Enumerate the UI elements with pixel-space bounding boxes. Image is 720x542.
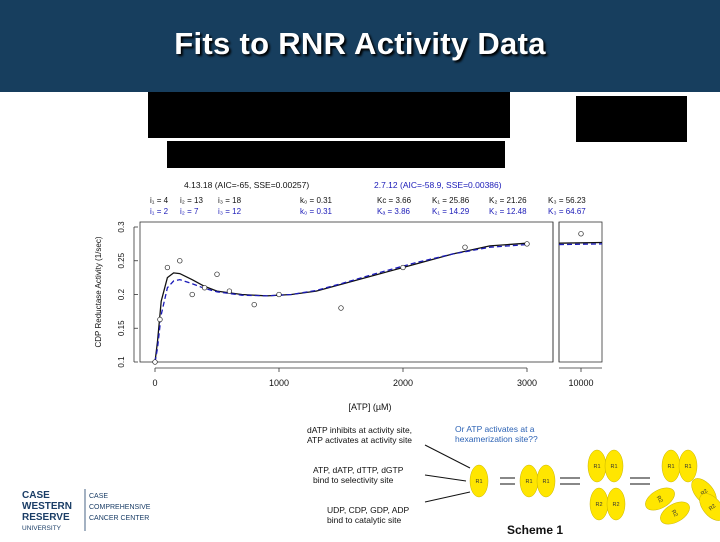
cwru-cancer-center-logo: CASE WESTERN RESERVE UNIVERSITY CASE COM… (22, 487, 182, 537)
subunit-label: R2 (708, 503, 717, 512)
subunit-label: R1 (684, 464, 691, 470)
logo-right-comprehensive: COMPREHENSIVE (89, 504, 151, 511)
data-point (189, 291, 195, 298)
subunit-ellipse (699, 493, 720, 521)
logo-western: WESTERN (22, 501, 72, 512)
scheme-caption: Scheme 1 (507, 523, 563, 537)
model-a-i2-row1: i₂ = 13 (180, 196, 203, 205)
scheme-subunits: R1 R1 R1 R1 R1 R2 R2 R1 R1 R2 R2 R2 R2 (469, 449, 720, 525)
subunit-ellipse (606, 487, 626, 521)
subunit-ellipse (645, 487, 675, 511)
data-points (152, 231, 584, 365)
subunit-ellipse (469, 464, 489, 498)
subunit-ellipse (604, 449, 624, 483)
slide-title: Fits to RNR Activity Data (174, 26, 546, 61)
redaction-box-2 (576, 96, 687, 142)
logo-case: CASE (22, 490, 50, 501)
subunit-ellipse (678, 449, 698, 483)
model-b-k2-row2: K₂ = 12.48 (489, 207, 527, 216)
subunit-label: R2 (670, 509, 679, 518)
data-point (276, 291, 282, 298)
y-axis-label: CDP Reductase Activity (1/sec) (94, 236, 103, 347)
fit-line (154, 243, 528, 363)
x-tick-label: 3000 (517, 378, 537, 388)
subunit-label: R1 (593, 464, 600, 470)
y-tick-label: 0.25 (117, 252, 126, 268)
y-tick-label: 0.2 (117, 288, 126, 300)
data-point (201, 285, 208, 291)
redaction-box-3 (167, 141, 505, 168)
model-b-header: 2.7.12 (AIC=-58.9, SSE=0.00386) (374, 180, 502, 190)
model-b-k1-row2: K₁ = 14.29 (432, 207, 470, 216)
data-point (338, 305, 344, 311)
y-tick-label: 0.15 (117, 320, 126, 336)
data-point (578, 231, 584, 237)
x-tick-label: 0 (152, 378, 157, 388)
subunit-label: R2 (655, 495, 664, 504)
plot-frame-main (139, 221, 554, 363)
logo-university: UNIVERSITY (22, 525, 62, 532)
y-axis: 0.1 0.15 0.2 0.25 0.3 (117, 221, 138, 368)
data-point (214, 271, 220, 277)
model-a-header: 4.13.18 (AIC=-65, SSE=0.00257) (184, 180, 309, 190)
model-b-kc-row1: Kᴄ = 3.66 (377, 196, 412, 205)
y-tick-label: 0.1 (117, 356, 126, 368)
subunit-label: R2 (612, 502, 619, 508)
model-a-i3-row1: i₃ = 18 (218, 196, 242, 205)
model-b-k2-row1: K₂ = 21.26 (489, 196, 527, 205)
data-point (157, 316, 163, 323)
x-tick-label: 10000 (568, 378, 593, 388)
model-b-k3-row1: K₃ = 56.23 (548, 196, 586, 205)
model-a-i2-row2: i₂ = 7 (180, 207, 199, 216)
subunit-label: R1 (475, 479, 482, 485)
subunit-label: R1 (542, 479, 549, 485)
model-b-k3-row2: K₃ = 64.67 (548, 207, 586, 216)
subunit-label: R1 (525, 479, 532, 485)
data-point (177, 258, 183, 264)
fit-line-break (558, 241, 603, 244)
x-tick-label: 1000 (269, 378, 289, 388)
fit-lines (154, 241, 603, 363)
scheme-note-3: UDP, CDP, GDP, ADP bind to catalytic site (327, 505, 410, 525)
model-b-ka-row2: Kₐ = 3.86 (377, 207, 411, 216)
model-b-k1-row1: K₁ = 25.86 (432, 196, 470, 205)
logo-reserve: RESERVE (22, 512, 70, 523)
data-point (251, 301, 257, 308)
x-axis: 0 1000 2000 3000 10000 (152, 222, 602, 388)
data-point (400, 264, 406, 271)
model-a-i1-row1: i₁ = 4 (150, 196, 169, 205)
scheme-note-1: dATP inhibits at activity site, ATP activ… (307, 425, 412, 445)
subunit-label: R1 (610, 464, 617, 470)
logo-right-cancer: CANCER CENTER (89, 515, 149, 522)
model-a-k-row1: k₀ = 0.31 (300, 196, 333, 205)
subunit-ellipse (660, 501, 690, 525)
y-tick-label: 0.3 (117, 221, 126, 233)
data-point (152, 359, 158, 365)
logo-right-case: CASE (89, 493, 108, 500)
fit-line (154, 242, 528, 363)
scheme-note-2: ATP, dATP, dTTP, dGTP bind to selectivity… (313, 465, 404, 485)
model-a-i1-row2: i₁ = 2 (150, 207, 169, 216)
subunit-label: R2 (700, 488, 709, 497)
model-a-i3-row2: i₃ = 12 (218, 207, 242, 216)
scheme-note-blue: Or ATP activates at a hexamerization site… (455, 424, 538, 444)
x-axis-label: [ATP] (µM) (348, 402, 391, 412)
model-a-k-row2: k₀ = 0.31 (300, 207, 333, 216)
fit-line-break (558, 243, 603, 246)
title-bar (0, 0, 720, 92)
data-point (462, 244, 468, 250)
subunit-label: R1 (667, 464, 674, 470)
scheme-arrows (424, 444, 650, 503)
data-point (164, 264, 171, 271)
data-point (524, 241, 530, 247)
x-tick-label: 2000 (393, 378, 413, 388)
redaction-box-1 (148, 92, 510, 138)
subunit-label: R2 (595, 502, 602, 508)
data-point (226, 288, 233, 294)
subunit-ellipse (536, 464, 556, 498)
